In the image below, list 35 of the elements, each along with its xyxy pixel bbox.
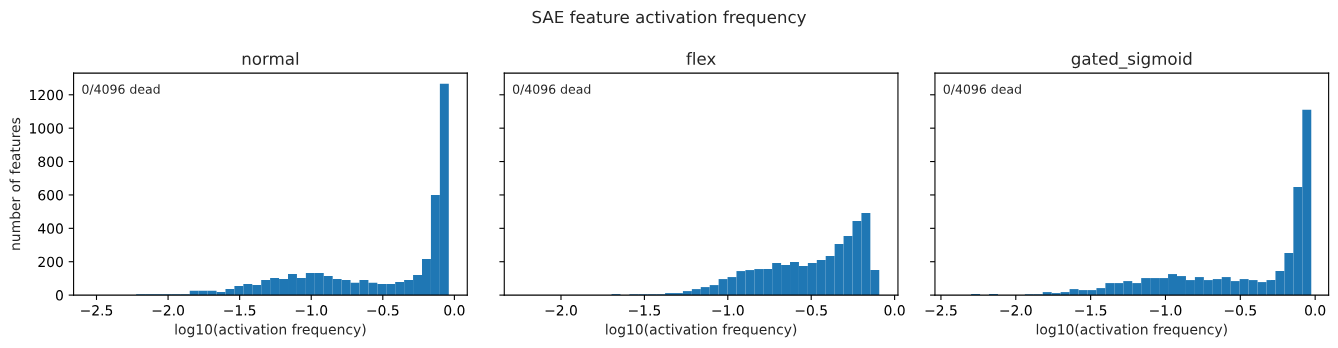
x-tick-label: −2.0	[152, 305, 185, 316]
x-tick-label: −2.0	[1000, 305, 1032, 316]
chart-title: normal	[242, 52, 299, 65]
chart-title: flex	[686, 52, 716, 65]
x-tick-label: −0.5	[1224, 305, 1256, 316]
text: SAE feature activation frequency	[532, 10, 807, 27]
x-tick-label: −1.5	[629, 305, 661, 316]
x-tick-label: −1.5	[1075, 305, 1107, 316]
x-tick-label: 0.0	[444, 305, 465, 316]
y-axis-title: number of features	[9, 117, 21, 250]
x-axis-title: log10(activation frequency)	[1036, 323, 1227, 338]
x-axis-title: log10(activation frequency)	[175, 323, 366, 338]
x-tick-label: −0.5	[795, 305, 827, 316]
x-tick-label: −2.0	[545, 305, 577, 316]
x-tick-label: −2.5	[81, 305, 113, 316]
y-tick-label: 1200	[30, 89, 63, 101]
y-tick-label: 200	[38, 256, 63, 268]
x-tick-label: 0.0	[1305, 305, 1326, 316]
annotation: 0/4096 dead	[82, 84, 160, 95]
y-tick-label: 600	[38, 189, 63, 201]
y-tick-label: 0	[55, 290, 63, 301]
x-tick-label: −1.0	[712, 305, 744, 316]
x-tick-label: −1.0	[295, 305, 328, 316]
annotation: 0/4096 dead	[512, 84, 591, 95]
y-tick-label: 400	[38, 223, 63, 234]
x-tick-label: 0.0	[884, 305, 905, 316]
chart-title: gated_sigmoid	[1071, 52, 1192, 69]
y-tick-label: 1000	[30, 123, 63, 134]
x-tick-label: −0.5	[367, 305, 399, 316]
annotation: 0/4096 dead	[943, 84, 1021, 95]
x-tick-label: −1.5	[224, 305, 256, 316]
x-tick-label: −1.0	[1150, 305, 1182, 316]
y-tick-label: 800	[38, 156, 63, 168]
x-axis-title: log10(activation frequency)	[606, 323, 797, 338]
x-tick-label: −2.5	[925, 305, 957, 316]
